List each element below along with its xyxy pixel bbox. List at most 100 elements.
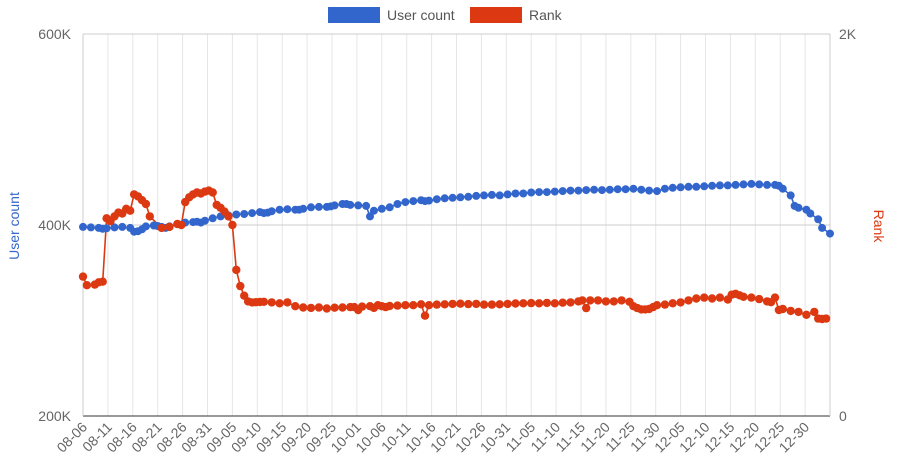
- data-point: [369, 206, 378, 215]
- data-point: [479, 300, 489, 309]
- data-point: [448, 299, 457, 309]
- data-point: [259, 297, 269, 306]
- tick-labels: 08-0608-1108-1608-2108-2608-3109-0509-10…: [38, 26, 856, 455]
- data-point: [232, 265, 241, 275]
- data-point: [708, 181, 717, 190]
- y-axis-left-title: User count: [6, 192, 22, 260]
- data-point: [660, 300, 670, 309]
- legend[interactable]: User count Rank: [328, 7, 563, 23]
- data-point: [763, 180, 772, 189]
- data-point: [550, 299, 559, 308]
- data-point: [731, 180, 740, 189]
- data-point: [102, 224, 111, 233]
- data-point: [778, 304, 787, 314]
- data-point: [82, 281, 92, 290]
- data-point: [240, 210, 249, 218]
- y-left-tick-label: 200K: [38, 408, 71, 424]
- data-point: [291, 302, 300, 311]
- data-point: [755, 180, 764, 189]
- data-point: [755, 294, 764, 304]
- data-point: [684, 296, 693, 305]
- data-point: [456, 193, 465, 202]
- data-point: [582, 303, 591, 313]
- data-point: [110, 223, 119, 232]
- data-point: [715, 181, 724, 190]
- data-point: [700, 182, 709, 191]
- legend-label-rank[interactable]: Rank: [529, 7, 563, 23]
- grid: [82, 33, 830, 417]
- data-point: [778, 184, 787, 193]
- data-point: [806, 209, 815, 218]
- data-point: [228, 220, 237, 230]
- data-point: [503, 299, 512, 309]
- data-point: [420, 311, 430, 320]
- data-point: [464, 192, 473, 201]
- data-point: [786, 191, 795, 200]
- data-point: [495, 300, 504, 309]
- data-point: [393, 301, 402, 310]
- data-point: [330, 201, 339, 210]
- data-point: [668, 183, 677, 192]
- data-point: [519, 299, 528, 308]
- data-point: [810, 307, 819, 317]
- data-point: [354, 201, 363, 210]
- data-point: [770, 293, 780, 302]
- data-point: [177, 220, 186, 230]
- series-points: [78, 179, 834, 324]
- data-point: [440, 194, 449, 203]
- data-point: [826, 229, 834, 238]
- data-point: [165, 222, 174, 232]
- data-point: [330, 303, 339, 312]
- data-point: [535, 188, 544, 197]
- data-point: [676, 298, 685, 307]
- legend-label-user-count[interactable]: User count: [387, 7, 455, 23]
- data-point: [78, 272, 88, 281]
- data-point: [275, 205, 284, 214]
- data-point: [385, 203, 394, 212]
- data-point: [653, 187, 661, 196]
- data-point: [432, 195, 441, 204]
- data-point: [542, 298, 552, 308]
- data-point: [141, 199, 151, 209]
- y-left-tick-label: 600K: [38, 26, 71, 42]
- data-point: [472, 191, 481, 200]
- data-point: [676, 183, 685, 192]
- y-axis-right-title: Rank: [871, 210, 887, 244]
- data-point: [550, 187, 559, 196]
- data-point: [307, 203, 315, 212]
- data-point: [802, 310, 811, 319]
- data-point: [542, 188, 551, 197]
- data-point: [283, 298, 292, 307]
- data-point: [723, 181, 732, 190]
- data-point: [668, 299, 677, 308]
- data-point: [660, 184, 669, 193]
- data-point: [424, 301, 434, 310]
- data-point: [707, 294, 717, 303]
- data-point: [794, 307, 803, 317]
- data-point: [208, 214, 217, 223]
- legend-swatch-user-count[interactable]: [328, 7, 380, 23]
- data-point: [141, 222, 150, 231]
- data-point: [786, 306, 795, 316]
- data-point: [814, 215, 823, 224]
- data-point: [700, 293, 709, 302]
- data-point: [157, 223, 166, 233]
- data-point: [511, 299, 520, 308]
- y-left-tick-label: 400K: [38, 217, 71, 233]
- data-point: [357, 302, 367, 311]
- legend-swatch-rank[interactable]: [470, 7, 522, 23]
- data-point: [314, 202, 323, 211]
- data-point: [416, 300, 426, 309]
- data-point: [605, 185, 614, 194]
- data-point: [747, 293, 756, 302]
- data-point: [248, 209, 257, 218]
- data-point: [480, 191, 488, 200]
- data-point: [299, 204, 308, 213]
- y-right-tick-label: 0: [839, 408, 847, 424]
- data-point: [440, 300, 449, 309]
- data-point: [613, 185, 622, 194]
- data-point: [652, 301, 662, 310]
- data-point: [739, 292, 748, 301]
- data-point: [200, 216, 209, 225]
